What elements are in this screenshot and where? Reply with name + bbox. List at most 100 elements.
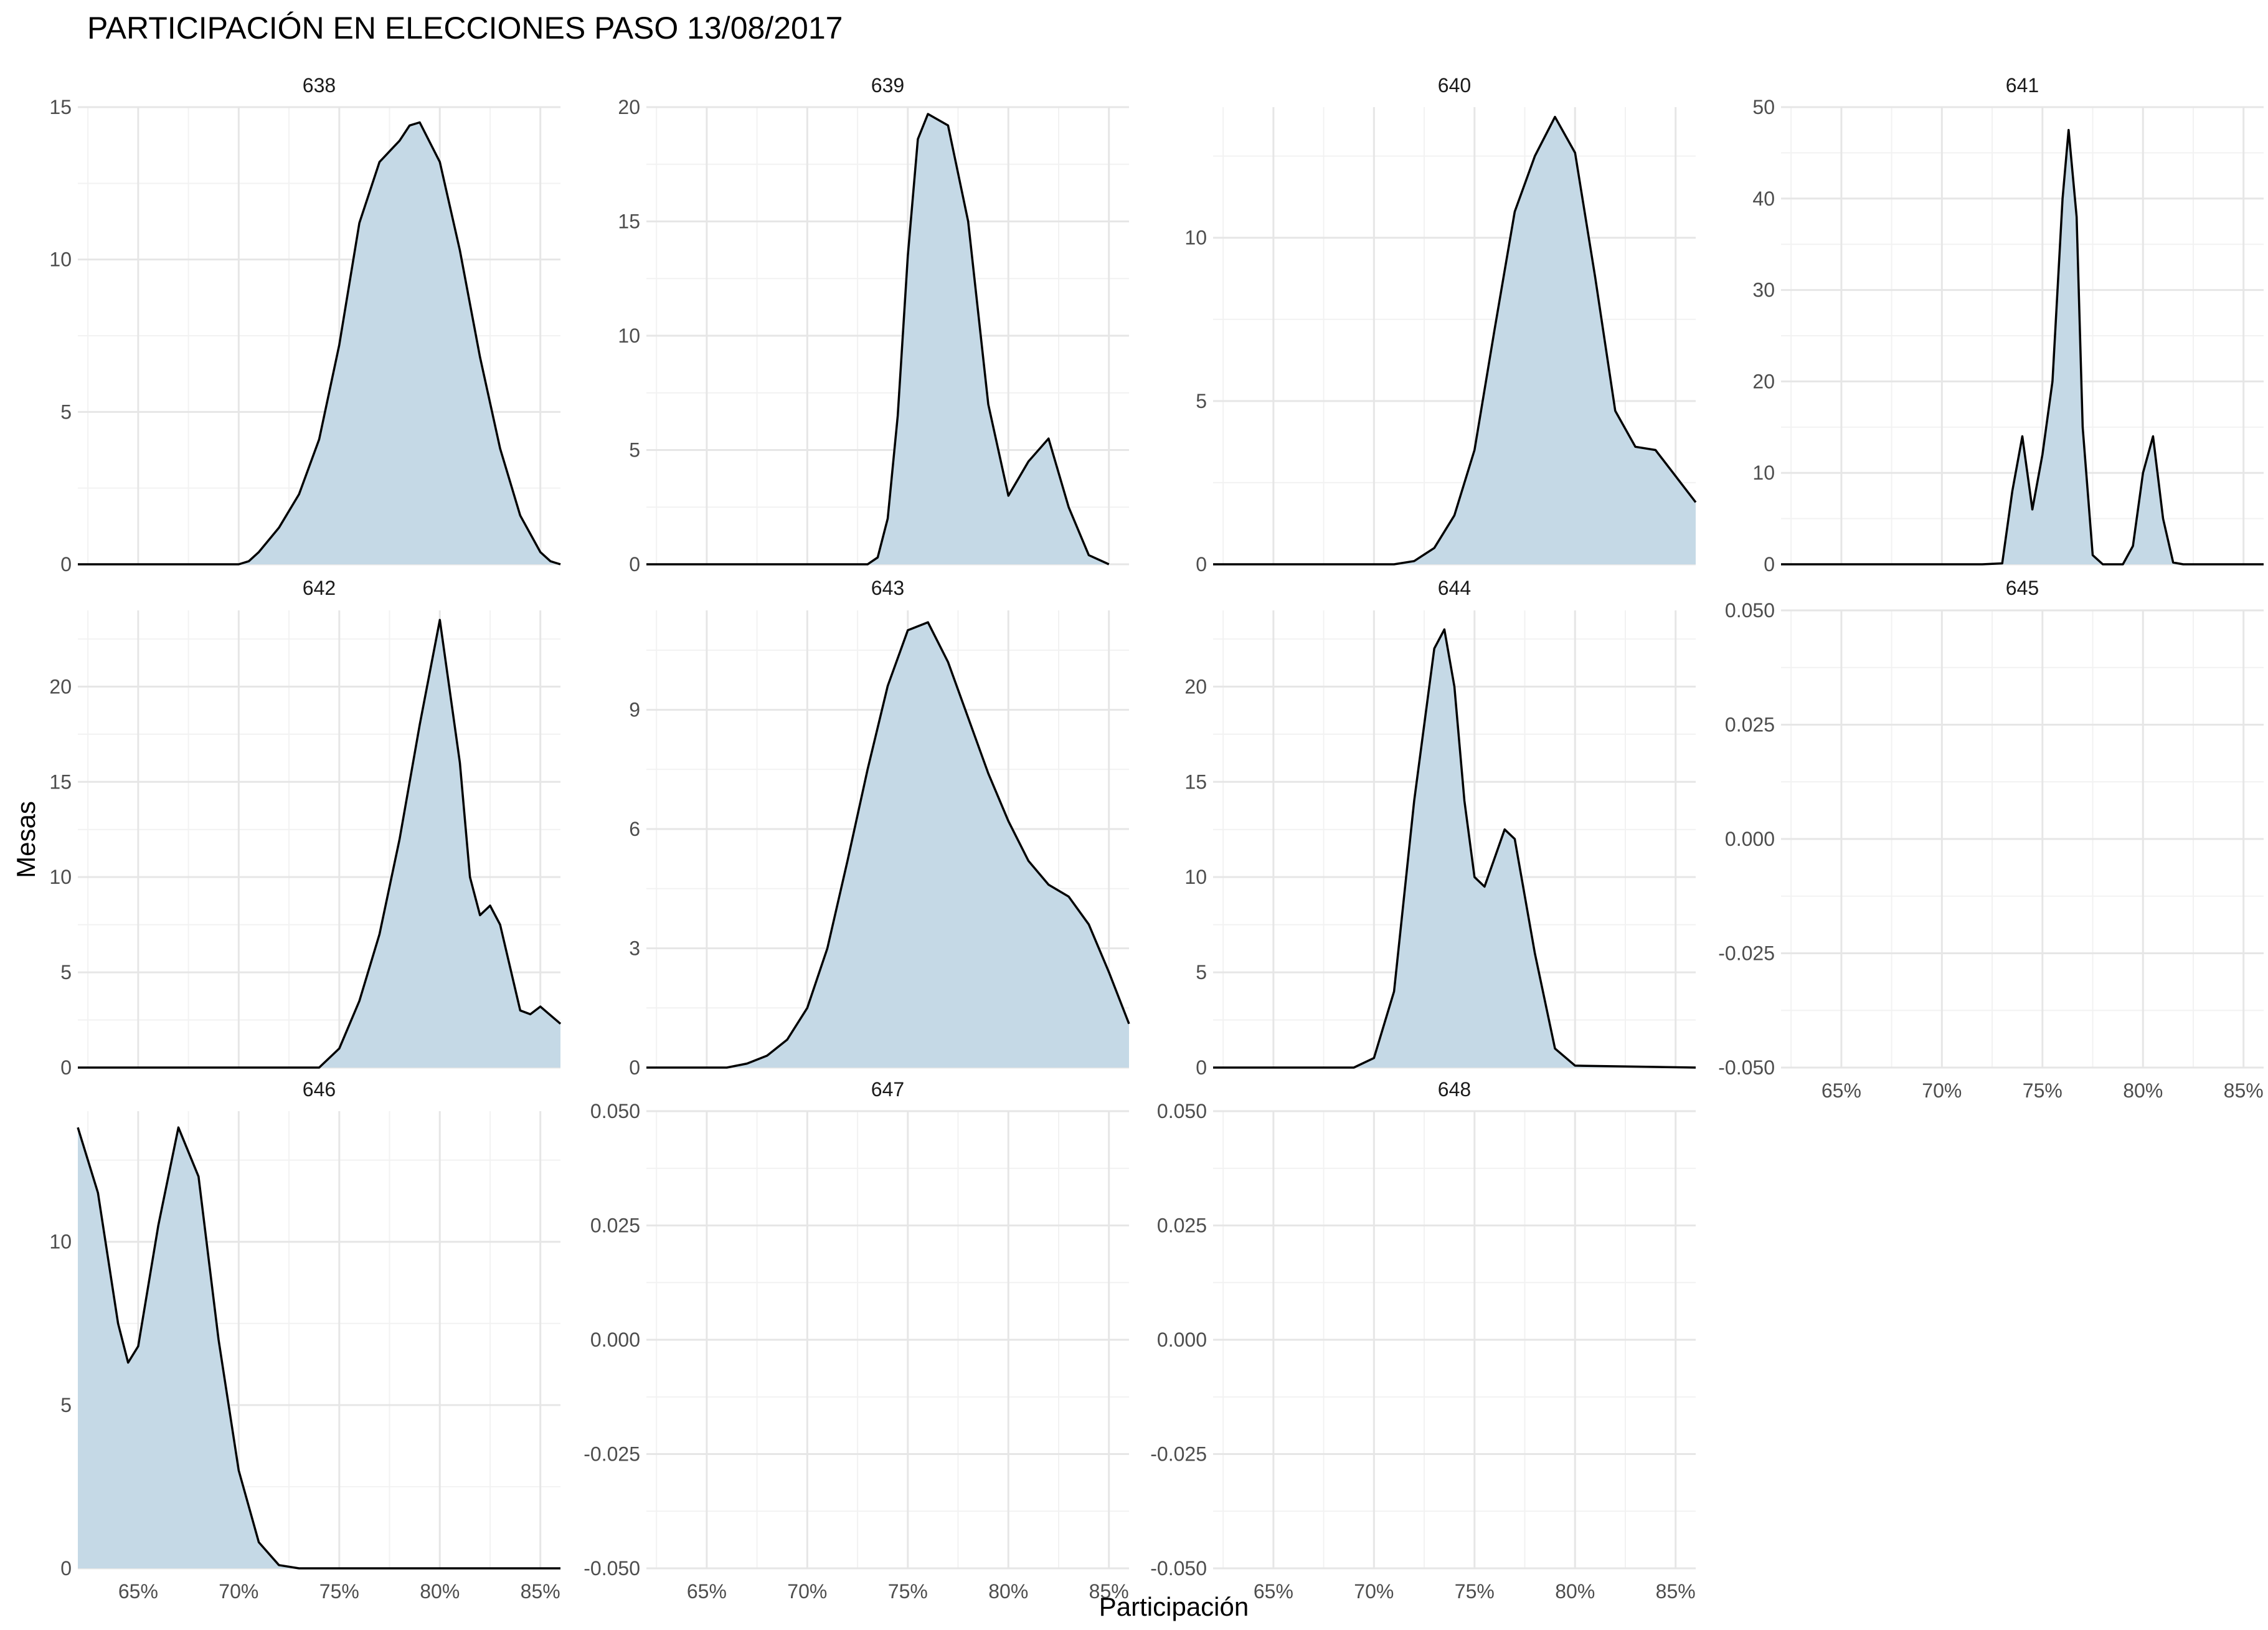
- y-tick-label: 0: [1196, 1056, 1207, 1079]
- panels-group: 6380510156390510152064005106410102030405…: [49, 74, 2264, 1603]
- facet-strip-label: 646: [303, 1078, 336, 1101]
- x-tick-label: 80%: [420, 1580, 460, 1603]
- facet-strip-label: 640: [1438, 74, 1471, 97]
- y-axis-label: Mesas: [11, 801, 40, 878]
- x-tick-label: 65%: [1821, 1079, 1861, 1102]
- density-line: [1781, 128, 2264, 566]
- facet-panel-645: 645 -0.050 -0.025 0.000 0.025 0.050 65% 70% 75% 8…: [1718, 577, 2264, 1102]
- y-tick-label: -0.050: [1150, 1557, 1207, 1580]
- facet-strip-label: 647: [871, 1078, 904, 1101]
- x-tick-label: 65%: [687, 1580, 727, 1603]
- y-tick-label: 15: [618, 211, 640, 233]
- density-area: [646, 114, 1109, 564]
- y-tick-label: 50: [1752, 96, 1775, 118]
- y-tick-label: -0.025: [1718, 942, 1775, 965]
- y-tick-label: 20: [1752, 370, 1775, 392]
- y-tick-label: 0.050: [1157, 1100, 1207, 1122]
- y-tick-label: 15: [1184, 770, 1207, 793]
- y-tick-label: 5: [60, 961, 72, 983]
- y-tick-label: 0: [1196, 553, 1207, 576]
- facet-strip-label: 643: [871, 577, 904, 599]
- y-tick-label: 0.025: [590, 1215, 640, 1237]
- y-tick-label: 40: [1752, 187, 1775, 210]
- y-tick-label: 0: [629, 553, 640, 576]
- y-tick-label: 0: [60, 1557, 72, 1580]
- density-line: [646, 621, 1130, 1069]
- y-tick-label: 30: [1752, 279, 1775, 301]
- x-axis-label: Participación: [1099, 1592, 1249, 1621]
- x-tick-label: 85%: [1656, 1580, 1696, 1603]
- y-tick-label: -0.050: [584, 1557, 640, 1580]
- density-line: [1213, 115, 1697, 566]
- y-tick-label: 0: [60, 1056, 72, 1079]
- facet-panel-643: 643 0 3 6 9: [629, 577, 1130, 1079]
- y-tick-label: 5: [60, 400, 72, 423]
- facet-strip-label: 648: [1438, 1078, 1471, 1101]
- y-tick-label: 0: [629, 1056, 640, 1079]
- facet-panel-647: 647 -0.050 -0.025 0.000 0.025 0.050 65% 70% 75% 8…: [584, 1078, 1129, 1603]
- y-tick-label: 20: [49, 675, 72, 698]
- x-tick-label: 65%: [118, 1580, 158, 1603]
- y-tick-label: 0.000: [1157, 1329, 1207, 1351]
- y-tick-label: 10: [49, 1231, 72, 1253]
- y-tick-label: 0: [60, 553, 72, 576]
- x-tick-label: 75%: [2023, 1079, 2062, 1102]
- density-area: [1213, 629, 1696, 1068]
- y-tick-label: 10: [49, 249, 72, 271]
- facet-panel-644: 644 0 5 10 15 20: [1184, 577, 1696, 1079]
- x-tick-label: 75%: [1455, 1580, 1495, 1603]
- y-tick-label: 10: [1184, 866, 1207, 888]
- density-line: [78, 618, 562, 1069]
- facet-panel-638: 638 0 5 10 15: [49, 74, 561, 576]
- y-tick-label: 20: [1184, 675, 1207, 698]
- x-tick-label: 75%: [888, 1580, 928, 1603]
- facet-panel-648: 648 -0.050 -0.025 0.000 0.025 0.050 65% 70% 75% 8…: [1150, 1078, 1696, 1603]
- y-tick-label: 10: [618, 325, 640, 347]
- y-tick-label: 15: [49, 770, 72, 793]
- x-tick-label: 85%: [2224, 1079, 2264, 1102]
- x-tick-label: 70%: [1922, 1079, 1962, 1102]
- y-tick-label: 15: [49, 96, 72, 118]
- x-tick-label: 80%: [988, 1580, 1028, 1603]
- facet-strip-label: 641: [2006, 74, 2039, 97]
- y-tick-label: 9: [629, 699, 640, 721]
- y-tick-label: 10: [1752, 462, 1775, 484]
- y-tick-label: 0.000: [590, 1329, 640, 1351]
- facet-strip-label: 639: [871, 74, 904, 97]
- density-line: [77, 1126, 560, 1570]
- y-tick-label: 5: [60, 1394, 72, 1416]
- density-area: [1213, 116, 1696, 564]
- y-tick-label: 3: [629, 937, 640, 960]
- density-line: [646, 113, 1110, 566]
- y-tick-label: 5: [1196, 961, 1207, 983]
- x-tick-label: 85%: [521, 1580, 560, 1603]
- y-tick-label: 0.025: [1157, 1215, 1207, 1237]
- y-tick-label: 5: [1196, 390, 1207, 412]
- x-tick-label: 80%: [1555, 1580, 1595, 1603]
- y-tick-label: 0.050: [590, 1100, 640, 1122]
- density-line: [1213, 628, 1696, 1069]
- x-tick-label: 75%: [319, 1580, 359, 1603]
- x-tick-label: 70%: [787, 1580, 827, 1603]
- density-area: [78, 620, 560, 1068]
- facet-strip-label: 645: [2006, 577, 2039, 599]
- density-area: [78, 122, 560, 564]
- chart-title: PARTICIPACIÓN EN ELECCIONES PASO 13/08/2…: [87, 11, 843, 45]
- y-tick-label: 0: [1764, 553, 1775, 576]
- facet-panel-642: 642 0 5 10 15 20: [49, 577, 562, 1079]
- y-tick-label: 5: [629, 439, 640, 462]
- facet-strip-label: 642: [303, 577, 336, 599]
- y-tick-label: -0.025: [1150, 1443, 1207, 1466]
- y-tick-label: 0.000: [1725, 828, 1775, 850]
- y-tick-label: -0.025: [584, 1443, 640, 1466]
- facet-strip-label: 638: [303, 74, 336, 97]
- y-tick-label: 10: [49, 866, 72, 888]
- x-tick-label: 65%: [1254, 1580, 1293, 1603]
- y-tick-label: 6: [629, 818, 640, 840]
- facet-strip-label: 644: [1438, 577, 1471, 599]
- facet-panel-646: 646 0 5 10 65% 70% 75% 80% 85%: [49, 1078, 560, 1603]
- x-tick-label: 70%: [219, 1580, 258, 1603]
- y-tick-label: -0.050: [1718, 1056, 1775, 1079]
- x-tick-label: 70%: [1354, 1580, 1394, 1603]
